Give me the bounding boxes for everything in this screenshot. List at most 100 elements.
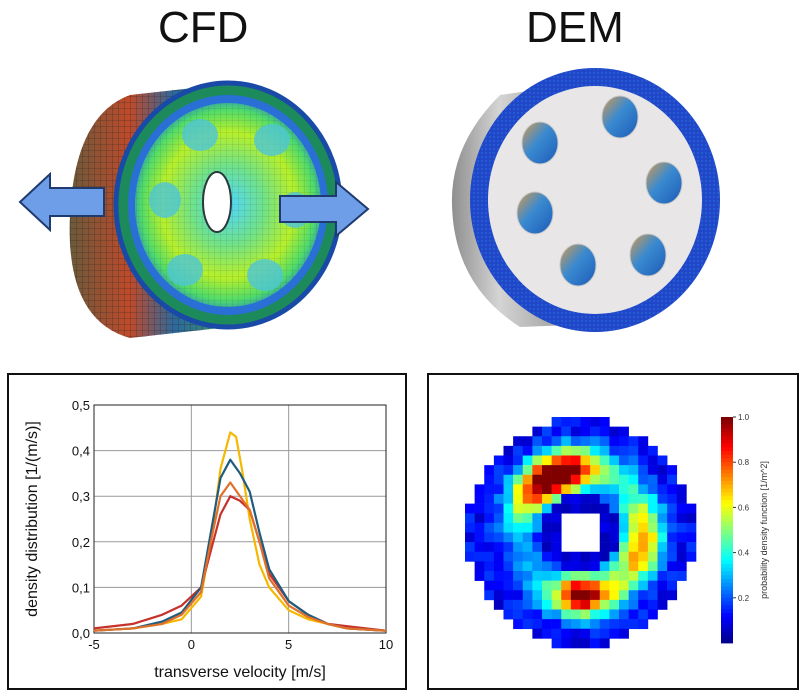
colorbar-segment xyxy=(721,567,733,572)
colorbar-segment xyxy=(721,432,733,437)
colorbar-segment xyxy=(721,639,733,644)
colorbar-segment xyxy=(721,462,733,467)
heatmap-cell xyxy=(657,513,668,524)
heatmap-cell xyxy=(561,426,572,437)
heatmap-cell xyxy=(542,465,552,476)
heatmap-cell xyxy=(590,551,601,562)
colorbar-segment xyxy=(721,605,733,610)
colorbar-segment xyxy=(721,447,733,452)
heatmap-cell xyxy=(493,590,504,601)
colorbar-segment xyxy=(721,458,733,463)
colorbar-tick-label: 0.2 xyxy=(738,594,750,603)
heatmap-cell xyxy=(667,474,678,485)
heatmap-cell xyxy=(619,532,629,543)
heatmap-cell xyxy=(619,484,629,495)
heatmap-cell xyxy=(676,542,687,553)
colorbar-segment xyxy=(721,526,733,531)
heatmap-cell xyxy=(599,532,610,543)
heatmap-cell xyxy=(551,513,562,524)
heatmap-cell xyxy=(542,513,552,524)
heatmap-cell xyxy=(599,590,610,601)
heatmap-cell xyxy=(580,609,591,620)
heatmap-cell xyxy=(474,551,485,562)
heatmap-cell xyxy=(647,571,658,581)
heatmap-cell xyxy=(609,484,620,495)
heatmap-cell xyxy=(551,561,562,572)
heatmap-cell xyxy=(599,494,610,504)
heatmap-cell xyxy=(503,532,514,543)
heatmap-cell xyxy=(503,599,514,610)
heatmap-cell xyxy=(609,532,620,543)
heatmap-cell xyxy=(628,590,639,601)
heatmap-cell xyxy=(570,445,581,456)
heatmap-cell xyxy=(503,551,514,562)
velocity-line-chart: -5 0 5 10 0,0 0,1 0,2 0,3 0,4 0,5 transverse velo… xyxy=(24,398,393,681)
series-line-2 xyxy=(93,495,387,632)
colorbar-segment xyxy=(721,563,733,569)
colorbar-segment xyxy=(721,594,733,599)
heatmap-cell xyxy=(609,609,620,620)
colorbar-segment xyxy=(721,522,733,527)
heatmap-cell xyxy=(474,532,485,543)
heatmap-cell xyxy=(657,590,668,601)
heatmap-cell xyxy=(542,580,552,591)
heatmap-cell xyxy=(465,542,475,553)
heatmap-cell xyxy=(503,590,514,601)
colorbar-segment xyxy=(721,556,733,561)
heatmap-cell xyxy=(561,503,572,514)
heatmap-cell xyxy=(513,609,524,620)
colorbar-segment xyxy=(721,473,733,478)
heatmap-cell xyxy=(657,551,668,562)
heatmap-cell xyxy=(676,561,687,572)
heatmap-cell xyxy=(493,522,504,533)
colorbar-segment xyxy=(721,511,733,516)
x-tick-label: -5 xyxy=(88,637,100,652)
heatmap-cell xyxy=(503,542,514,553)
heatmap-cell xyxy=(570,436,581,447)
heatmap-cell xyxy=(551,542,562,553)
heatmap-cell xyxy=(522,580,533,591)
heatmap-cell xyxy=(532,503,543,514)
heatmap-cell xyxy=(609,628,620,639)
y-tick-label: 0,3 xyxy=(72,489,90,504)
colorbar-segment xyxy=(721,571,733,576)
heatmap-cell xyxy=(484,503,495,514)
heatmap-cell xyxy=(580,619,591,630)
heatmap-cell xyxy=(590,628,601,639)
heatmap-cell xyxy=(542,522,552,533)
heatmap-cell xyxy=(628,484,639,495)
heatmap-cell xyxy=(503,580,514,591)
heatmap-cell xyxy=(532,455,543,466)
heatmap-cell xyxy=(551,417,562,427)
heatmap-cell xyxy=(638,474,649,485)
heatmap-cell xyxy=(532,580,543,591)
colorbar-segment xyxy=(721,545,733,550)
heatmap-cell xyxy=(551,455,562,466)
heatmap-cell xyxy=(542,426,552,437)
heatmap-cell xyxy=(561,417,572,427)
heatmap-cell xyxy=(686,513,697,524)
heatmap-cell xyxy=(628,580,639,591)
heatmap-cell xyxy=(676,551,687,562)
heatmap-cell xyxy=(551,436,562,447)
heatmap-cell xyxy=(580,590,591,601)
heatmap-cell xyxy=(619,628,629,639)
heatmap-cell xyxy=(493,513,504,524)
heatmap-cell xyxy=(647,590,658,601)
heatmap-cell xyxy=(561,619,572,630)
heatmap-cell xyxy=(628,542,639,553)
heatmap-cell xyxy=(513,619,524,630)
heatmap-cell xyxy=(542,561,552,572)
heatmap-cell xyxy=(638,551,649,562)
heatmap-cell xyxy=(647,494,658,504)
heatmap-cell xyxy=(667,561,678,572)
heatmap-cell xyxy=(532,599,543,610)
heatmap-cell xyxy=(686,522,697,533)
colorbar-segment xyxy=(721,548,733,553)
colorbar-segment xyxy=(721,620,733,625)
heatmap-cell xyxy=(551,599,562,610)
heatmap-cell xyxy=(570,417,581,427)
heatmap-cell xyxy=(609,494,620,504)
heatmap-cell xyxy=(609,542,620,553)
dem-heading: DEM xyxy=(526,3,624,52)
